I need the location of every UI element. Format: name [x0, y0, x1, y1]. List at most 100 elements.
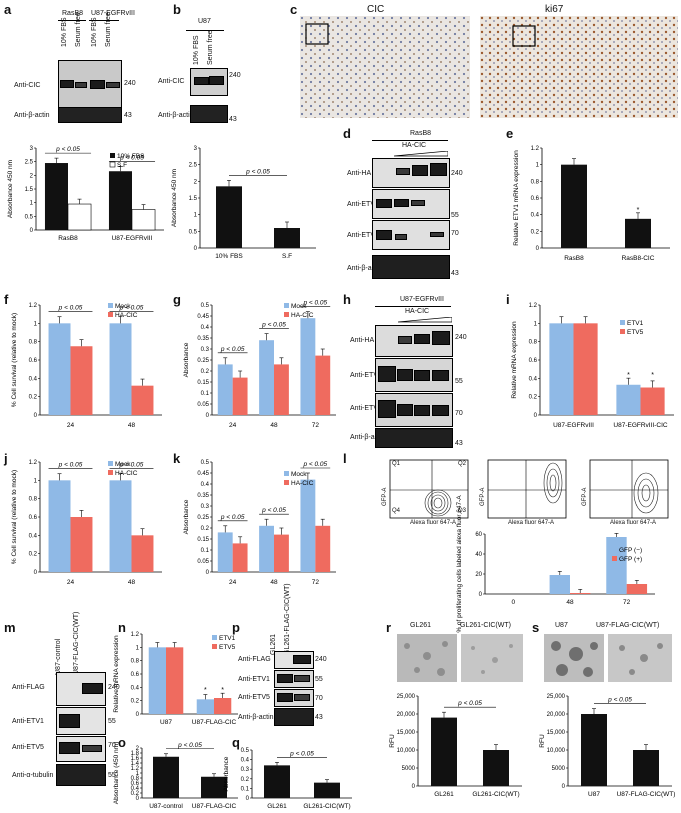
chart-r-ytick-label: 10,000 [397, 748, 416, 754]
chart-b-ytick-label: 1.5 [189, 196, 198, 202]
panel-label-o: o [118, 735, 126, 750]
blot-p-band [277, 674, 293, 683]
chart-b-bar [216, 186, 242, 248]
chart-a-ytick-label: 0.5 [25, 214, 34, 220]
blot-d-wedge [394, 151, 448, 157]
chart-f-legend-label: HA-CIC [115, 312, 138, 319]
chart-i-ylabel: Relative mRNA expression [511, 321, 518, 399]
chart-q-ytick-label: 0.2 [241, 777, 250, 783]
chart-r-bar [483, 750, 509, 786]
chart-s-ytick-label: 10,000 [547, 748, 566, 754]
panel-label-j: j [4, 451, 8, 466]
blot-a-row-1: Anti-CIC [14, 82, 41, 89]
chart-a-ytick-label: 1 [30, 201, 34, 207]
micro-r-right-title: GL261-CIC(WT) [460, 622, 511, 629]
micro-c-right-title: ki67 [545, 4, 564, 15]
chart-i-ytick-label: 0.6 [529, 358, 538, 364]
chart-f-bar [109, 323, 132, 415]
chart-k-bar [274, 534, 289, 572]
chart-s-ytick-label: 25,000 [547, 694, 566, 700]
chart-k-ytick-label: 0.4 [201, 482, 210, 488]
chart-b-pvalue: p < 0.05 [245, 168, 270, 175]
chart-i-ytick-label: 0.2 [529, 395, 538, 401]
blot-a-membrane-2 [58, 107, 122, 123]
chart-k-ytick-label: 0.2 [201, 526, 210, 532]
panel-label-l: l [343, 451, 347, 466]
chart-i-ytick-label: 1.2 [529, 303, 538, 309]
chart-r-category-label: GL261-CIC(WT) [472, 791, 519, 798]
chart-e-bar [561, 164, 587, 248]
blot-h-mw-3: 70 [455, 410, 463, 417]
chart-i: 0 0.2 0.4 0.6 0.8 1 1.2 Relative mRNA expressio… [511, 303, 674, 429]
blot-m-membrane-4 [56, 764, 106, 786]
chart-r-category-label: GL261 [434, 791, 454, 798]
panel-label-n: n [118, 620, 126, 635]
blot-d-band [395, 234, 407, 240]
chart-f-pvalue: p < 0.05 [58, 305, 83, 312]
blot-h-wedge [398, 317, 452, 323]
chart-q-ylabel: Absorbance [223, 756, 230, 791]
micro-s-left-title: U87 [555, 622, 568, 629]
blot-h-row-1: Anti-HA [350, 337, 375, 344]
chart-f-bar [70, 346, 93, 415]
chart-k: 0 0.05 0.1 0.15 0.2 0.25 0.3 0.35 0.4 0.45 0.5 Abso… [183, 460, 336, 586]
chart-i-legend-label: ETV1 [627, 320, 644, 327]
chart-g-ytick-label: 0.05 [197, 402, 209, 408]
chart-e-bar [625, 218, 651, 248]
blot-d-mw-3: 70 [451, 230, 459, 237]
chart-l-ytick-label: 40 [475, 552, 482, 558]
blot-b-row-1: Anti-CIC [158, 78, 185, 85]
chart-i-legend-swatch [620, 329, 625, 334]
chart-n-ytick-label: 0.8 [131, 659, 140, 665]
panel-label-f: f [4, 292, 9, 307]
blot-d-band [376, 230, 392, 240]
chart-i-bar [549, 323, 574, 415]
chart-g-ytick-label: 0 [206, 413, 210, 419]
chart-k-ytick-label: 0.25 [197, 515, 209, 521]
blot-m-row-1: Anti-FLAG [12, 684, 45, 691]
blot-a-mw-2: 43 [124, 112, 132, 119]
chart-a-bar [67, 203, 92, 231]
blot-d-band [411, 200, 425, 206]
blot-d-row-1: Anti-HA [347, 170, 372, 177]
chart-e-ytick-label: 0.4 [531, 213, 540, 219]
blot-b-mw-2: 43 [229, 116, 237, 123]
chart-n-legend-swatch [212, 635, 217, 640]
blot-h-membrane-4 [375, 428, 453, 448]
chart-e-ytick-label: 0.6 [531, 196, 540, 202]
chart-e-star: * [637, 207, 640, 214]
flow-l-xlabel-3: Alexa fluor 647-A [610, 520, 657, 526]
chart-e-category-label: RasB8 [564, 255, 584, 262]
chart-a-ytick-label: 3 [30, 146, 34, 152]
chart-k-bar [300, 479, 316, 572]
blot-d-band [430, 232, 444, 237]
blot-h-band [378, 400, 396, 418]
blot-a-band [106, 82, 120, 88]
blot-h-band [414, 334, 430, 344]
chart-k-legend-swatch [284, 480, 289, 485]
blot-m-row-4: Anti-α-tubulin [12, 772, 54, 779]
blot-b-row-2: Anti-β-actin [158, 112, 194, 119]
chart-i-legend-swatch [620, 320, 625, 325]
chart-g-category-label: 24 [229, 422, 237, 429]
chart-o-ytick-label: 1.2 [131, 766, 140, 772]
blot-d-row-3: Anti-ETV5 [347, 232, 379, 239]
chart-k-ytick-label: 0.5 [201, 460, 210, 466]
chart-k-ylabel: Absorbance [183, 499, 190, 534]
blot-p-mw-3: 70 [315, 695, 323, 702]
chart-g-bar [217, 364, 233, 415]
chart-s-ytick-label: 5000 [552, 766, 566, 772]
blot-h-band [397, 369, 413, 381]
chart-a-pvalue: p < 0.05 [119, 154, 144, 161]
chart-g-bar [259, 340, 274, 415]
chart-j-bar [109, 480, 132, 572]
chart-a-category-label: U87-EGFRvIII [112, 235, 153, 242]
chart-l-category-label: 48 [566, 599, 574, 606]
chart-n-ytick-label: 0.6 [131, 672, 140, 678]
chart-a-pvalue: p < 0.05 [55, 146, 80, 153]
blot-h-band [432, 331, 450, 345]
blot-d-mw-1: 240 [451, 170, 463, 177]
chart-k-legend-label: HA-CIC [291, 480, 314, 487]
chart-k-bar [259, 525, 274, 572]
chart-j-ylabel: % Cell survival (relative to mock) [11, 470, 18, 564]
